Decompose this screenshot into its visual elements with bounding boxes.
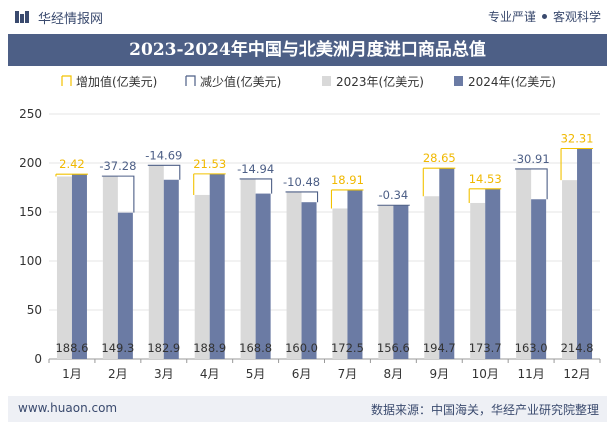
- decrease-bracket: [101, 175, 135, 213]
- bar-2024: [255, 193, 271, 359]
- legend-label: 减少值(亿美元): [200, 74, 281, 89]
- decrease-bracket: [285, 191, 319, 203]
- value-label-2024: 149.3: [101, 341, 134, 355]
- value-label-2024: 194.7: [423, 341, 456, 355]
- value-label-2024: 173.7: [469, 341, 502, 355]
- huajing-logo-icon: [15, 11, 29, 23]
- change-label: -0.34: [378, 188, 408, 202]
- bar-2024: [531, 199, 547, 359]
- x-tick-label: 5月: [246, 367, 266, 381]
- bar-2023: [240, 178, 256, 359]
- bar-2023: [424, 196, 440, 359]
- bar-2024: [209, 173, 225, 359]
- y-tick-label: 250: [19, 107, 42, 121]
- bar-2023: [102, 176, 118, 359]
- y-tick-label: 100: [19, 254, 42, 268]
- decrease-bracket: [239, 178, 273, 194]
- bar-2023: [332, 208, 348, 359]
- value-label-2024: 188.6: [55, 341, 88, 355]
- bar-2023: [56, 176, 72, 359]
- legend-swatch-decrease: [185, 75, 196, 86]
- bar-2023: [148, 165, 164, 359]
- title-bar: 2023-2024年中国与北美洲月度进口商品总值: [8, 34, 607, 66]
- value-label-2024: 182.9: [147, 341, 180, 355]
- change-label: -14.94: [237, 162, 274, 176]
- x-tick-label: 8月: [384, 367, 404, 381]
- legend-swatch-increase: [61, 75, 72, 86]
- bar-2024: [163, 179, 179, 359]
- increase-bracket: [193, 173, 226, 195]
- x-tick-label: 11月: [517, 367, 544, 381]
- value-label-2024: 163.0: [515, 341, 548, 355]
- footer-bar: www.huaon.com 数据来源：中国海关，华经产业研究院整理: [8, 396, 607, 422]
- increase-bracket: [330, 189, 364, 209]
- bar-2023: [194, 194, 210, 359]
- change-label: 28.65: [423, 151, 456, 165]
- legend-label: 2023年(亿美元): [336, 74, 424, 89]
- y-tick-label: 200: [19, 156, 42, 170]
- decrease-bracket: [515, 168, 548, 200]
- increase-bracket: [468, 188, 502, 203]
- change-label: 2.42: [59, 157, 85, 171]
- increase-bracket: [55, 173, 88, 177]
- value-label-2024: 160.0: [285, 341, 318, 355]
- tagline: 专业严谨 客观科学: [488, 8, 601, 25]
- value-label-2024: 188.9: [193, 341, 226, 355]
- value-label-2024: 172.5: [331, 341, 364, 355]
- bar-2024: [117, 212, 133, 359]
- bar-2024: [577, 148, 593, 359]
- x-tick-label: 10月: [472, 367, 499, 381]
- value-label-2024: 156.6: [377, 341, 410, 355]
- bar-2024: [301, 202, 317, 359]
- y-tick-label: 0: [34, 352, 42, 366]
- x-tick-label: 3月: [154, 367, 174, 381]
- x-tick-label: 1月: [62, 367, 82, 381]
- bar-chart: 0 50 100 150 200 250 增加值(亿美元) 减少值(亿美元) 2023年(亿美元…: [19, 74, 601, 381]
- change-label: 14.53: [469, 172, 502, 186]
- bar-2023: [286, 191, 302, 359]
- x-tick-label: 6月: [292, 367, 312, 381]
- bar-2024: [393, 205, 409, 359]
- legend-swatch-2024: [454, 76, 463, 86]
- change-label: -30.91: [513, 152, 550, 166]
- change-label: 21.53: [193, 157, 226, 171]
- legend-swatch-2023: [322, 76, 331, 86]
- tagline-objective: 客观科学: [552, 10, 601, 24]
- change-label: 18.91: [331, 173, 364, 187]
- chart-title: 2023-2024年中国与北美洲月度进口商品总值: [129, 40, 486, 60]
- value-label-2024: 168.8: [239, 341, 272, 355]
- bar-2023: [562, 180, 578, 359]
- top-bar: 华经情报网 专业严谨 客观科学: [0, 0, 615, 34]
- change-label: -14.69: [145, 148, 182, 162]
- x-tick-label: 2月: [108, 367, 128, 381]
- brand-name: 华经情报网: [38, 12, 104, 27]
- bar-2024: [439, 168, 455, 359]
- tagline-separator-dot: [541, 14, 547, 19]
- increase-bracket: [560, 147, 594, 181]
- legend-label: 2024年(亿美元): [468, 74, 556, 89]
- data-source: 数据来源：中国海关，华经产业研究院整理: [370, 403, 599, 417]
- bar-2023: [470, 202, 486, 359]
- value-label-2024: 214.8: [561, 341, 594, 355]
- tagline-professional: 专业严谨: [487, 10, 536, 24]
- bar-2023: [378, 205, 394, 359]
- bar-2024: [485, 188, 501, 359]
- website-url: www.huaon.com: [18, 401, 118, 415]
- change-label: -10.48: [283, 175, 320, 189]
- decrease-bracket: [147, 164, 181, 180]
- increase-bracket: [422, 167, 456, 197]
- x-tick-label: 9月: [429, 367, 449, 381]
- bar-2023: [516, 168, 532, 359]
- x-tick-label: 4月: [200, 367, 220, 381]
- bar-2024: [71, 174, 87, 359]
- x-tick-label: 7月: [338, 367, 358, 381]
- y-tick-label: 150: [19, 205, 42, 219]
- x-tick-label: 12月: [563, 367, 590, 381]
- bar-2024: [347, 189, 363, 359]
- change-label: 32.31: [561, 131, 594, 145]
- legend-label: 增加值(亿美元): [76, 74, 157, 89]
- y-tick-label: 50: [27, 303, 42, 317]
- change-label: -37.28: [99, 159, 136, 173]
